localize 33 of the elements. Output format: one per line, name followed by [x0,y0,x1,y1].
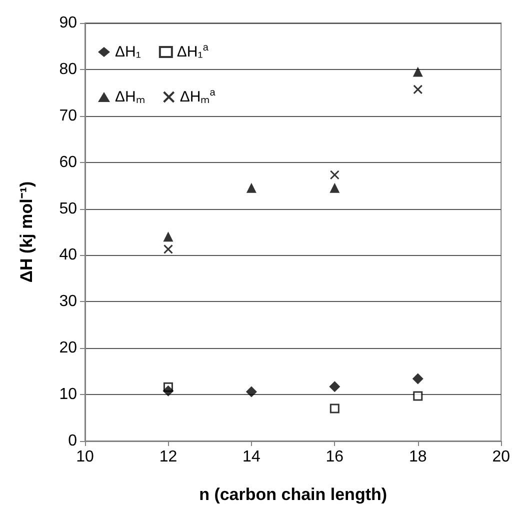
point [330,182,340,193]
x-tick-label: 16 [326,448,344,466]
legend-label: ΔH₁ [115,44,141,60]
y-tick-label: 30 [59,293,78,310]
point [413,84,423,94]
y-tick-label: 10 [59,386,78,404]
y-tick-label: 0 [68,432,78,450]
x-tick-label: 14 [242,448,260,466]
y-tick-label: 90 [59,14,78,32]
x-axis-title: n (carbon chain length) [199,485,388,504]
point [246,182,256,193]
x-tick-label: 18 [408,448,427,466]
y-tick-label: 20 [59,340,78,357]
point [163,232,174,242]
point [413,391,423,401]
point [163,244,173,254]
point [329,381,340,392]
y-tick-label: 80 [59,60,78,78]
point [246,386,257,398]
point [412,66,423,77]
y-tick-label: 60 [59,154,78,171]
point [330,170,340,180]
y-tick-label: 40 [59,246,78,264]
point [330,404,340,414]
legend-label: ΔHₘ [115,88,145,106]
y-axis-title: ΔH (kj mol⁻¹) [17,181,36,283]
x-tick-label: 12 [159,448,178,466]
x-tick-label: 20 [492,448,510,466]
x-tick-label: 10 [76,448,94,466]
y-tick-label: 50 [59,200,78,218]
point [162,385,174,396]
y-tick-label: 70 [59,107,78,124]
point [412,373,424,384]
